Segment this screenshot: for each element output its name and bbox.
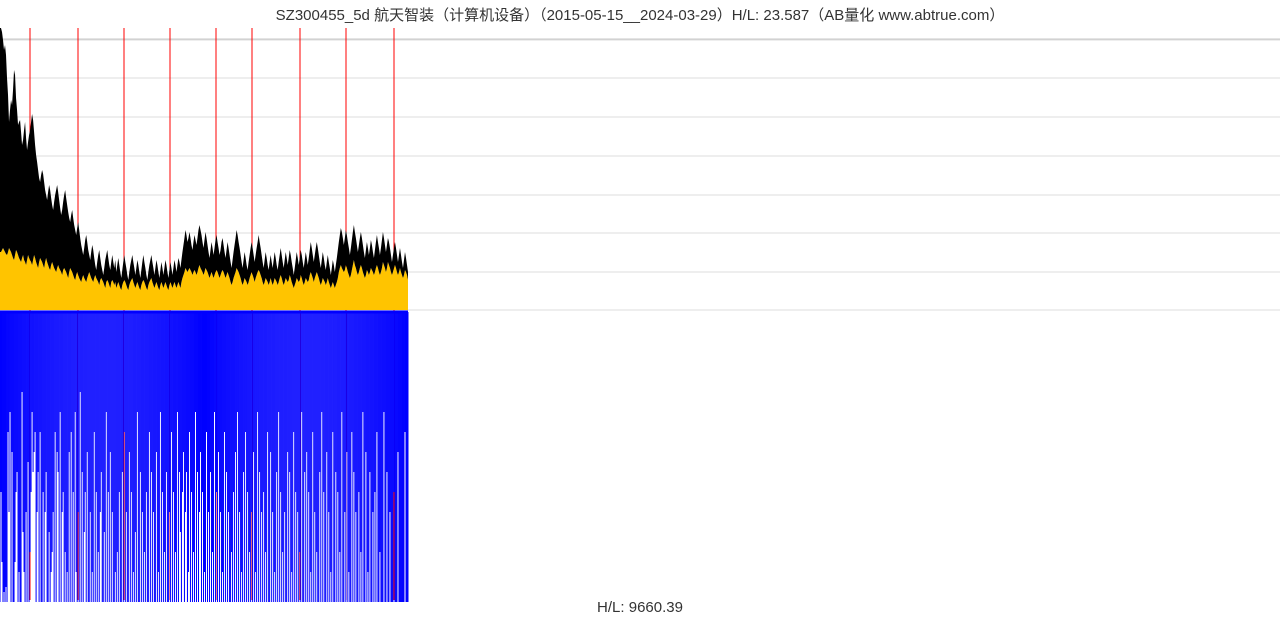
chart-canvas bbox=[0, 0, 1280, 620]
chart-bottom-label: H/L: 9660.39 bbox=[0, 599, 1280, 616]
stock-chart: SZ300455_5d 航天智装（计算机设备）（2015-05-15__2024… bbox=[0, 0, 1280, 620]
